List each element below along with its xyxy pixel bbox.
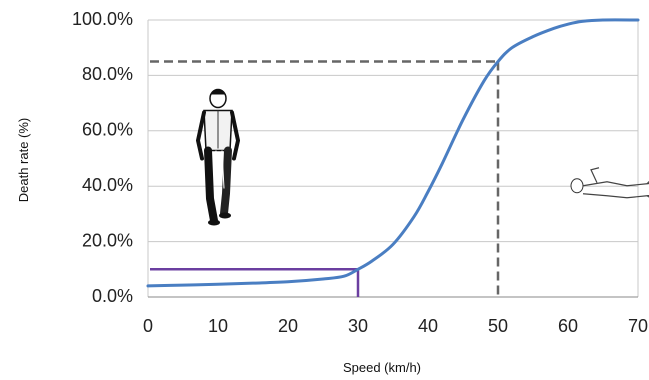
y-tick-label: 0.0% [92, 286, 133, 306]
y-tick-labels: 0.0% 20.0% 40.0% 60.0% 80.0% 100.0% [72, 9, 133, 306]
x-tick-label: 30 [348, 316, 368, 336]
x-tick-label: 50 [488, 316, 508, 336]
x-tick-label: 20 [278, 316, 298, 336]
reference-lines [150, 60, 500, 297]
series-layer [146, 18, 640, 288]
pedestrian-left-leg [204, 146, 218, 225]
x-tick-label: 70 [628, 316, 648, 336]
lying-figure-body-bottom [582, 193, 649, 199]
series-line-0 [146, 18, 640, 288]
illustrations [195, 88, 649, 226]
y-tick-label: 100.0% [72, 9, 133, 29]
lying-figure-body-top [582, 181, 649, 187]
walking-pedestrian-icon [195, 88, 241, 226]
x-tick-label: 0 [143, 316, 153, 336]
pedestrian-right-arm [230, 110, 241, 161]
pedestrian-trouser-highlight [213, 150, 225, 189]
lying-figure-arm [590, 167, 600, 183]
y-tick-label: 40.0% [82, 175, 133, 195]
x-tick-labels: 0 10 20 30 40 50 60 70 [143, 316, 648, 336]
y-tick-label: 60.0% [82, 120, 133, 140]
x-axis-label: Speed (km/h) [343, 360, 421, 375]
pedestrian-right-leg [220, 146, 232, 218]
x-tick-label: 60 [558, 316, 578, 336]
axes [147, 20, 639, 298]
x-tick-label: 40 [418, 316, 438, 336]
lying-pedestrian-icon [570, 167, 649, 199]
pedestrian-left-shoe [208, 219, 220, 226]
y-axis-label: Death rate (%) [16, 118, 31, 203]
pedestrian-left-arm [195, 110, 206, 161]
pedestrian-right-shoe [219, 212, 231, 219]
y-tick-label: 20.0% [82, 230, 133, 250]
pedestrian-hair [210, 89, 226, 95]
lying-figure-head [570, 178, 584, 194]
y-tick-label: 80.0% [82, 64, 133, 84]
x-tick-label: 10 [208, 316, 228, 336]
